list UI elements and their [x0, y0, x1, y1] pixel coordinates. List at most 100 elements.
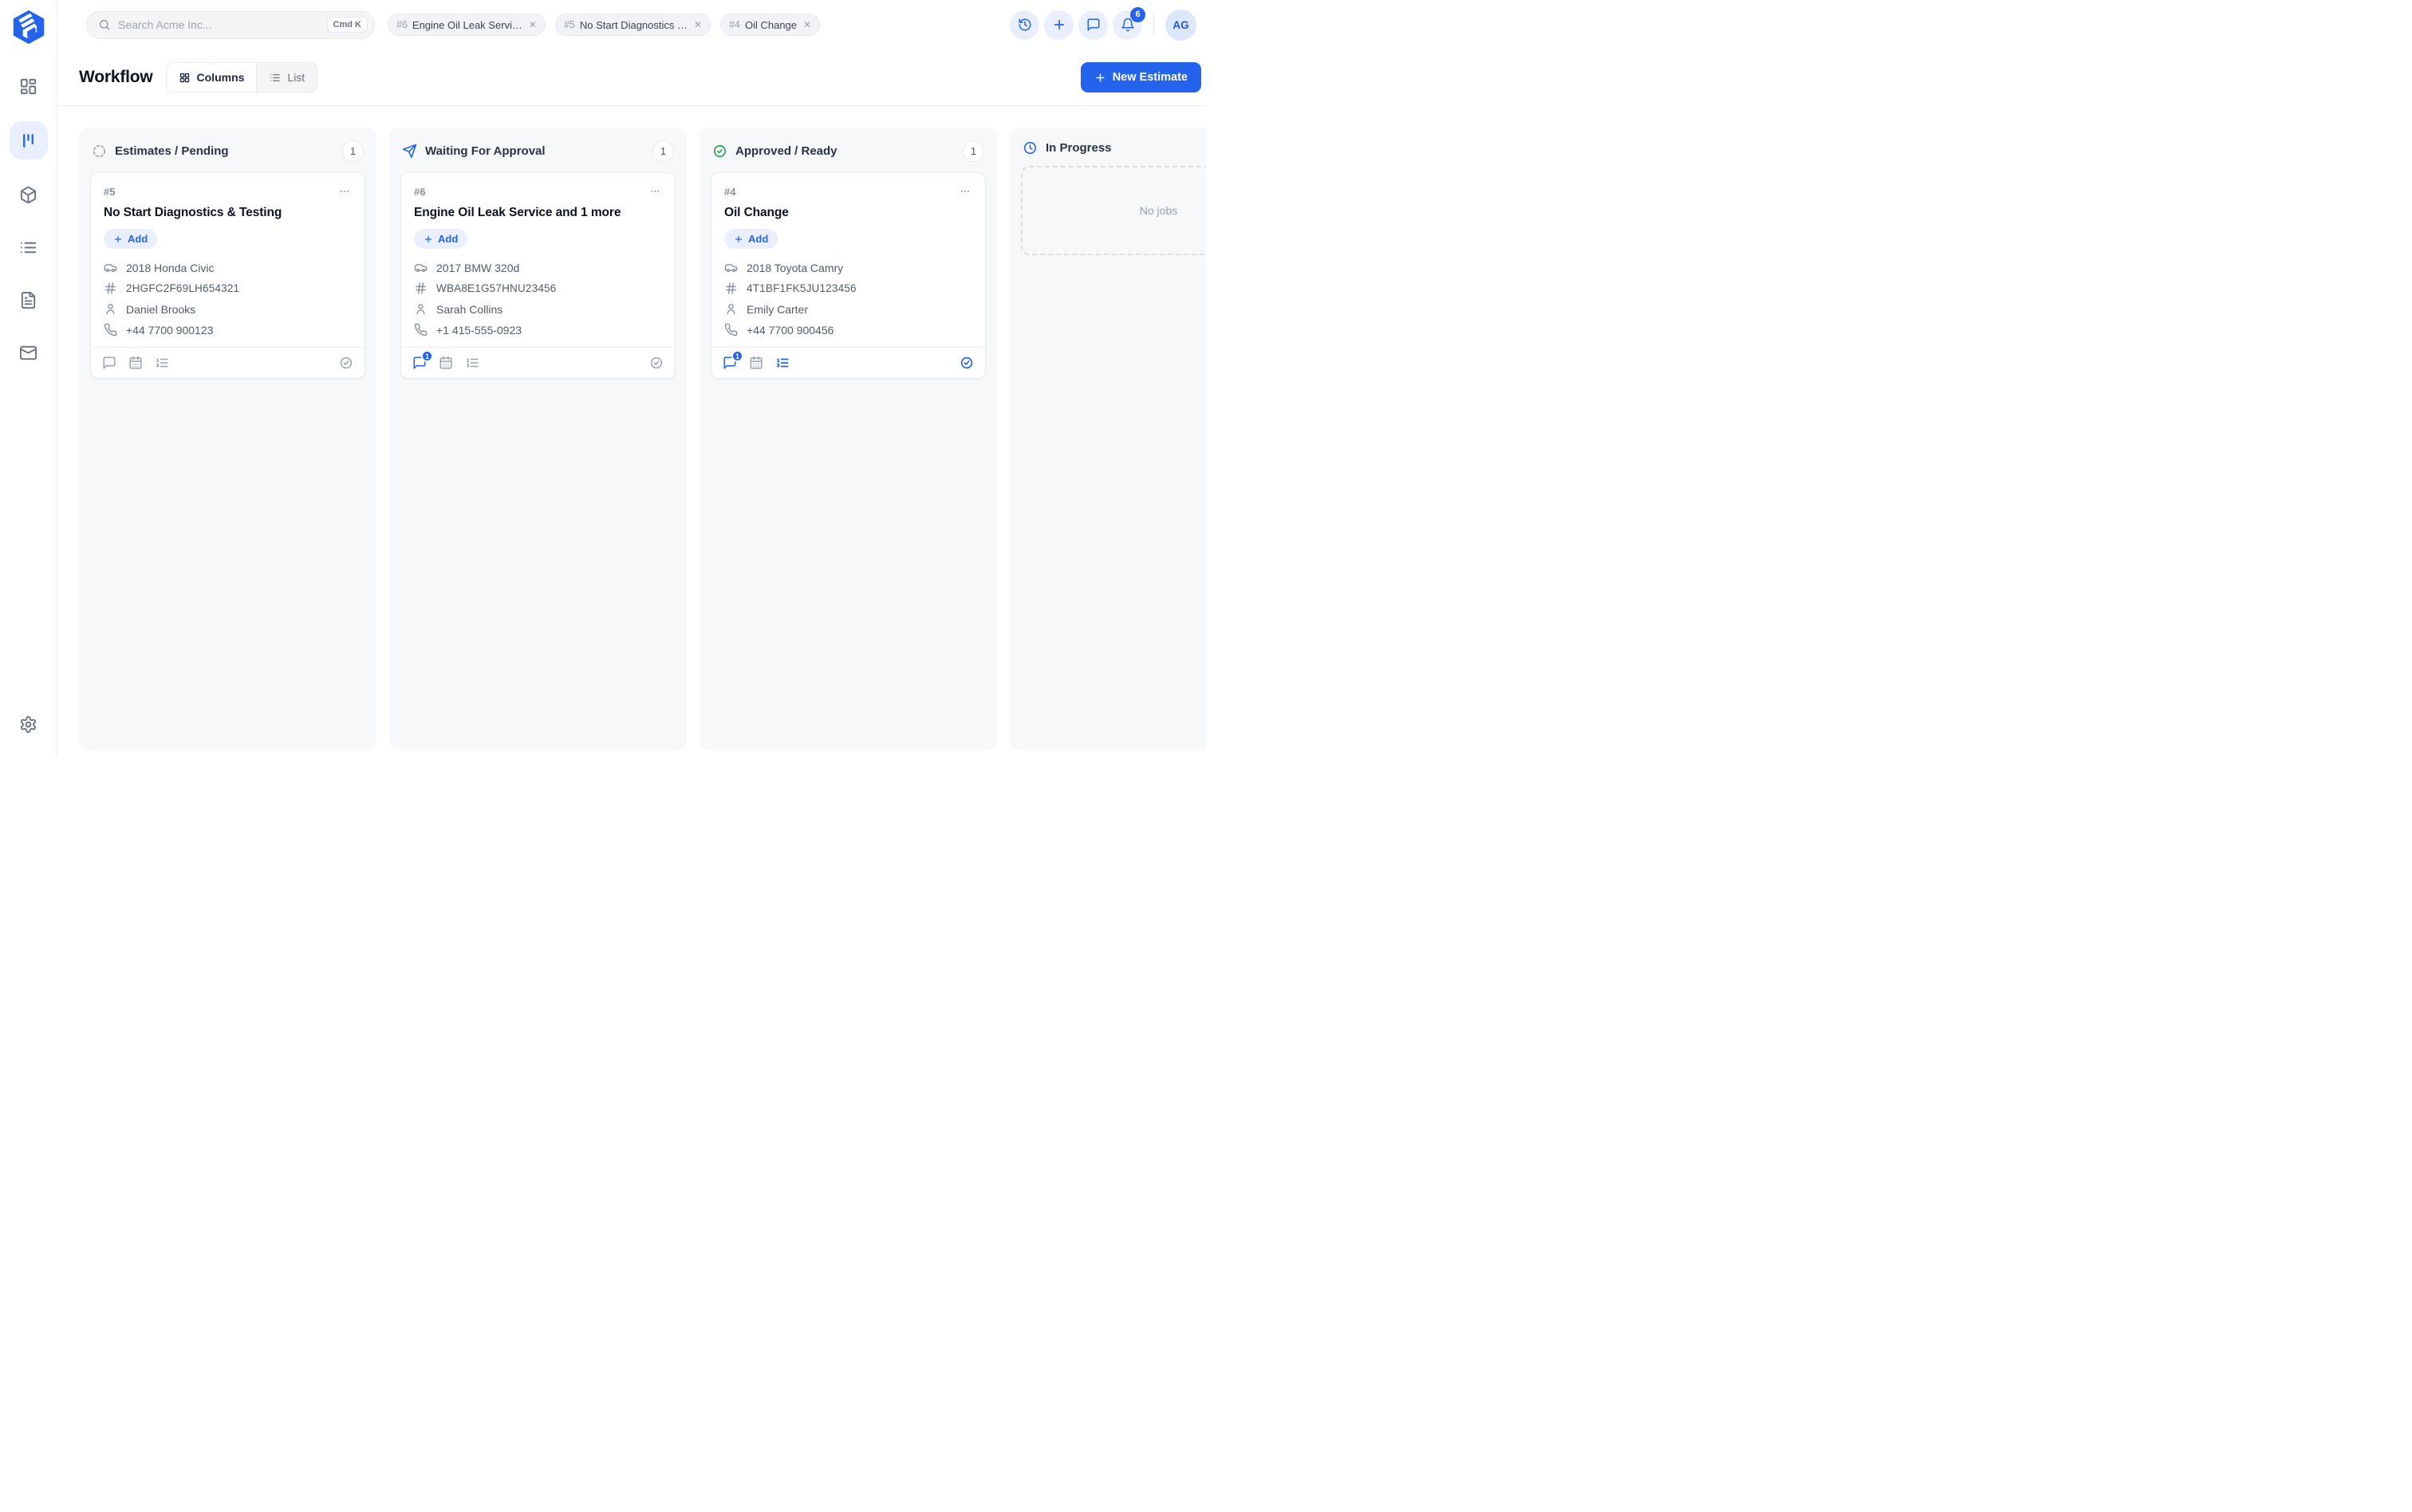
global-search[interactable]: Cmd K — [86, 10, 375, 39]
comments-button[interactable]: 1 — [723, 350, 743, 370]
notifications-button[interactable]: 6 — [1113, 6, 1145, 40]
vin-value: 4T1BF1FK5JU123456 — [747, 282, 857, 294]
add-tag-label: Add — [128, 233, 148, 245]
card-menu-button[interactable] — [958, 184, 972, 199]
column-header: In Progress — [1021, 140, 1206, 156]
tasks-button[interactable] — [465, 356, 479, 370]
contact-value: Sarah Collins — [436, 302, 503, 316]
ordered-list-icon — [467, 358, 479, 368]
tasks-button[interactable] — [155, 356, 169, 370]
phone-icon — [724, 323, 738, 337]
vin-value: 2HGFC2F69LH654321 — [126, 282, 240, 294]
column-approved-ready: Approved / Ready 1 #4 Oil Change — [700, 128, 997, 750]
sidebar-item-inventory[interactable] — [11, 177, 46, 212]
topbar: Cmd K #6 Engine Oil Leak Servi… ✕ #5 No … — [57, 0, 1206, 49]
filter-chip[interactable]: #4 Oil Change ✕ — [720, 14, 821, 36]
phone-row: +44 7700 900456 — [724, 323, 972, 337]
chip-close-icon[interactable]: ✕ — [694, 19, 703, 30]
complete-check-button[interactable] — [339, 356, 353, 370]
messages-button[interactable] — [1078, 10, 1108, 40]
filter-chip[interactable]: #5 No Start Diagnostics … ✕ — [554, 14, 711, 36]
card-menu-button[interactable] — [337, 184, 352, 199]
history-button[interactable] — [1010, 10, 1039, 40]
column-title: Estimates / Pending — [115, 144, 229, 158]
calendar-icon — [129, 356, 142, 369]
add-tag-button[interactable]: Add — [724, 229, 778, 249]
complete-check-button[interactable] — [960, 356, 974, 370]
card-footer: 1 — [711, 347, 985, 378]
column-in-progress: In Progress No jobs — [1010, 128, 1206, 750]
job-card[interactable]: #5 No Start Diagnostics & Testing Add — [90, 172, 365, 379]
phone-icon — [104, 323, 117, 337]
contact-row: Emily Carter — [724, 302, 972, 316]
chip-id: #6 — [396, 19, 408, 30]
vehicle-value: 2017 BMW 320d — [436, 261, 520, 274]
sidebar-item-dashboard[interactable] — [11, 69, 46, 104]
complete-check-button[interactable] — [649, 356, 664, 370]
column-count-badge: 1 — [963, 140, 984, 162]
card-footer — [91, 347, 365, 378]
card-number: #4 — [724, 185, 736, 198]
card-menu-button[interactable] — [648, 184, 662, 199]
check-circle-icon — [650, 356, 663, 369]
plus-icon — [735, 235, 743, 242]
mail-icon — [19, 345, 37, 360]
chip-close-icon[interactable]: ✕ — [803, 19, 812, 30]
sidebar-item-workflow[interactable] — [9, 121, 48, 159]
plus-icon — [1096, 73, 1105, 82]
comments-button[interactable]: 1 — [412, 350, 433, 370]
sidebar-item-list[interactable] — [11, 230, 46, 265]
plus-icon — [1054, 19, 1064, 30]
ellipsis-icon — [650, 190, 660, 193]
phone-value: +44 7700 900123 — [126, 323, 214, 337]
phone-row: +44 7700 900123 — [104, 323, 352, 337]
job-card[interactable]: #6 Engine Oil Leak Service and 1 more Ad… — [400, 172, 676, 379]
job-card[interactable]: #4 Oil Change Add — [711, 172, 986, 379]
package-icon — [20, 186, 37, 203]
sidebar-item-messages[interactable] — [11, 335, 46, 370]
document-icon — [21, 291, 36, 309]
quick-add-button[interactable] — [1044, 10, 1074, 40]
chip-id: #5 — [563, 19, 575, 30]
add-tag-button[interactable]: Add — [414, 229, 468, 249]
car-icon — [724, 264, 738, 273]
schedule-button[interactable] — [439, 356, 453, 370]
chip-close-icon[interactable]: ✕ — [528, 19, 537, 30]
schedule-button[interactable] — [128, 356, 143, 370]
vehicle-value: 2018 Honda Civic — [126, 261, 215, 274]
app-root: Cmd K #6 Engine Oil Leak Servi… ✕ #5 No … — [0, 0, 1206, 756]
contact-row: Daniel Brooks — [104, 302, 352, 316]
tab-columns-view[interactable]: Columns — [166, 63, 257, 92]
vehicle-row: 2018 Toyota Camry — [724, 261, 972, 274]
search-input[interactable] — [118, 18, 320, 31]
list-view-label: List — [287, 71, 305, 84]
tab-list-view[interactable]: List — [256, 63, 317, 92]
schedule-button[interactable] — [749, 356, 763, 370]
sidebar-item-settings[interactable] — [11, 707, 46, 742]
chip-label: No Start Diagnostics … — [579, 18, 688, 31]
new-estimate-button[interactable]: New Estimate — [1080, 62, 1201, 93]
filter-chip[interactable]: #6 Engine Oil Leak Servi… ✕ — [388, 14, 546, 36]
hash-icon — [105, 282, 116, 294]
page-header: Workflow Columns List New Estimate — [57, 49, 1206, 106]
avatar[interactable]: AG — [1165, 9, 1196, 41]
empty-state-dropzone[interactable]: No jobs — [1021, 166, 1206, 255]
contact-row: Sarah Collins — [414, 302, 662, 316]
column-header: Approved / Ready 1 — [711, 140, 986, 162]
sidebar — [0, 0, 57, 756]
sidebar-item-documents[interactable] — [11, 282, 46, 317]
search-icon — [100, 20, 110, 30]
column-estimates-pending: Estimates / Pending 1 #5 No Start Diagno… — [79, 128, 376, 750]
calendar-icon — [750, 356, 763, 369]
check-circle-icon — [340, 356, 353, 369]
car-icon — [414, 264, 428, 273]
check-circle-icon — [960, 356, 973, 369]
main-area: Cmd K #6 Engine Oil Leak Servi… ✕ #5 No … — [57, 0, 1206, 756]
vehicle-value: 2018 Toyota Camry — [747, 261, 844, 274]
add-tag-label: Add — [748, 233, 769, 245]
tasks-button[interactable] — [775, 356, 790, 370]
comments-button[interactable] — [102, 356, 116, 370]
contact-value: Emily Carter — [747, 302, 809, 316]
dashboard-icon — [20, 78, 37, 94]
add-tag-button[interactable]: Add — [104, 229, 158, 249]
